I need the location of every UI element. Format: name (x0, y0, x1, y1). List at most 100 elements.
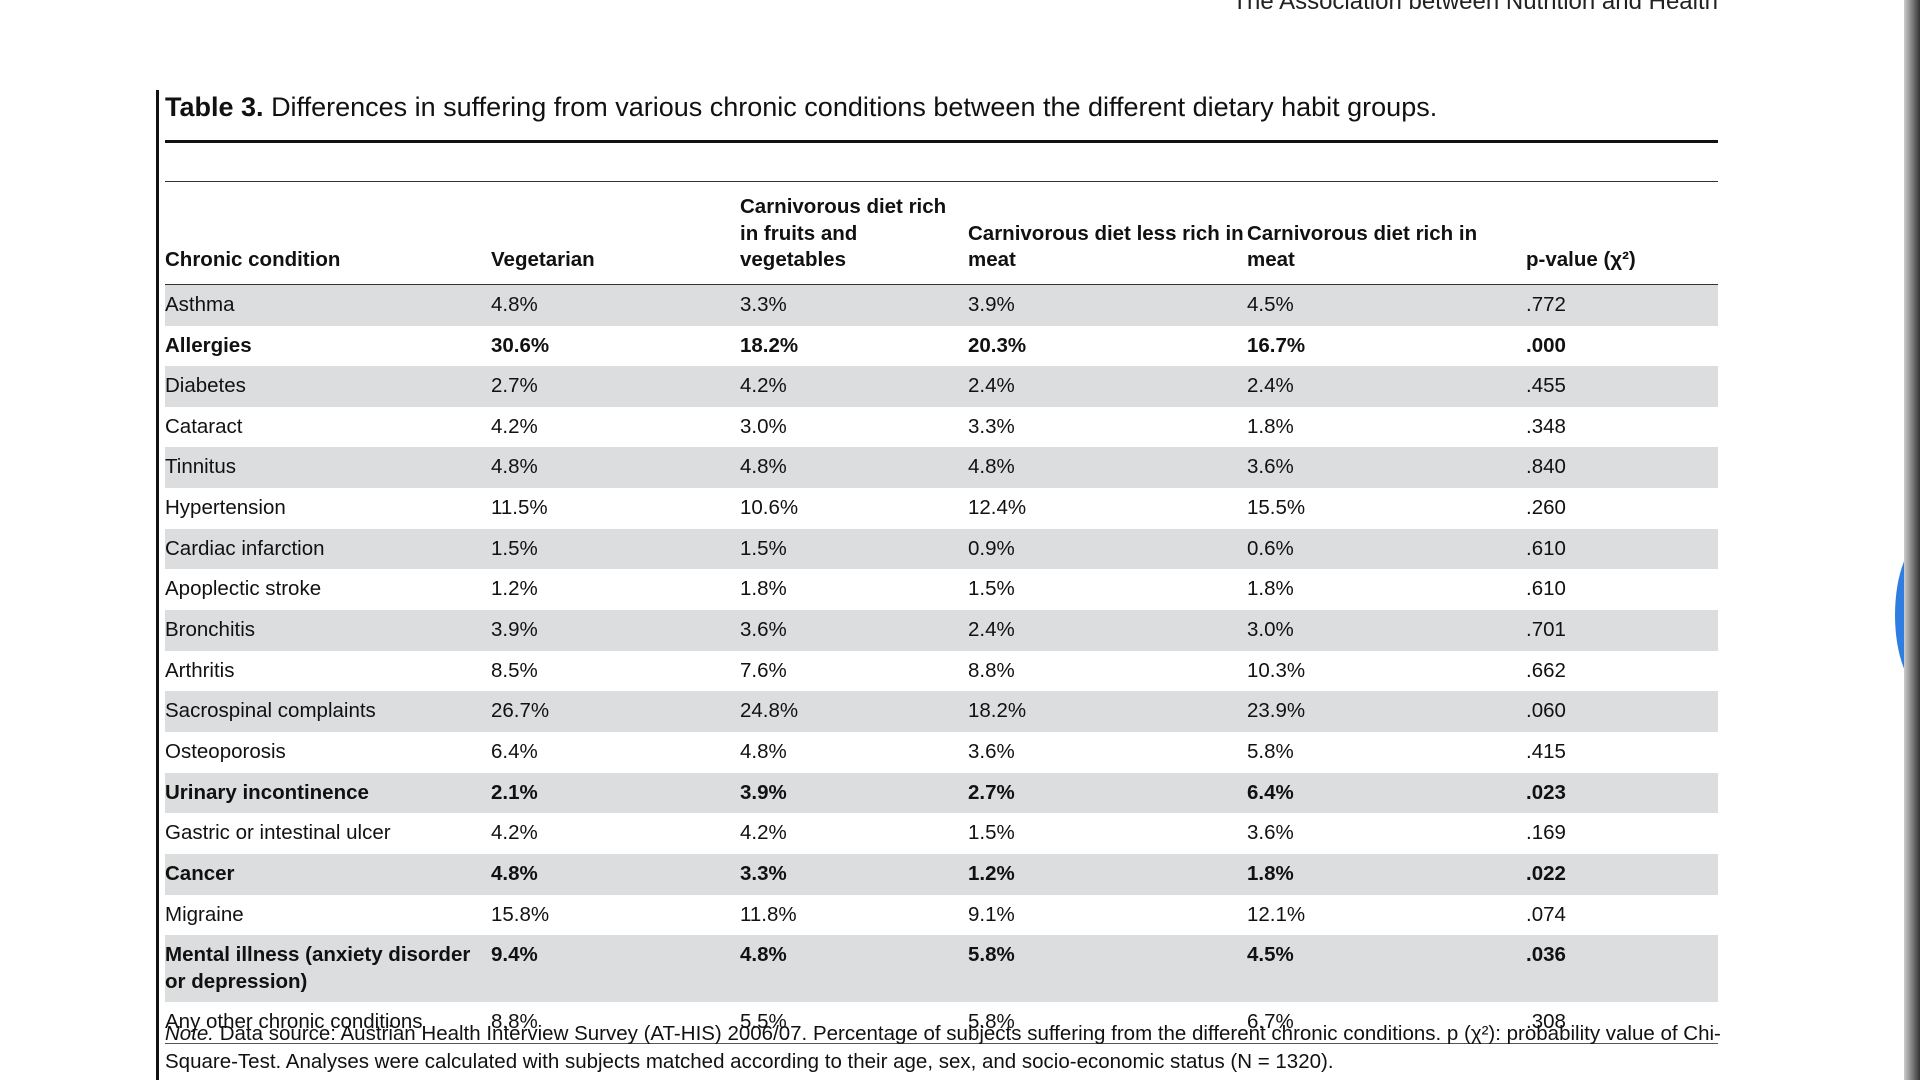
cell: 3.9% (968, 284, 1247, 326)
cell: .022 (1526, 853, 1718, 895)
table-caption: Differences in suffering from various ch… (271, 92, 1438, 122)
header-row: Chronic condition Vegetarian Carnivorous d… (165, 188, 1718, 285)
table-row: Osteoporosis 6.4% 4.8% 3.6% 5.8% .415 (165, 732, 1718, 773)
cell: 3.9% (491, 610, 740, 651)
cell: 6.7% (1247, 1002, 1526, 1045)
cell: 2.1% (491, 772, 740, 814)
row-label: Arthritis (165, 658, 235, 682)
table-row: Sacrospinal complaints 26.7% 24.8% 18.2% 23.… (165, 691, 1718, 732)
cell: .840 (1526, 447, 1718, 489)
cell: 10.6% (740, 496, 799, 520)
row-label: Gastric or intestinal ulcer (165, 821, 391, 845)
table-row: Migraine 15.8% 11.8% 9.1% 12.1% .074 (165, 895, 1718, 936)
cell: 5.5% (740, 1002, 968, 1045)
cell: 8.5% (491, 658, 538, 682)
cell: .023 (1526, 772, 1718, 814)
cell: 1.5% (491, 528, 740, 570)
table-row: Any other chronic conditions 8.8% 5.5% 5.8%… (165, 1002, 1718, 1045)
cell: 24.8% (740, 691, 968, 732)
thin-rule (165, 181, 1718, 182)
cell: 12.4% (968, 496, 1027, 520)
cell: 3.9% (740, 772, 968, 814)
cell: 3.6% (1247, 821, 1294, 845)
cell: 15.8% (491, 902, 550, 926)
cell: 30.6% (491, 333, 550, 357)
row-label: Cardiac infarction (165, 528, 491, 570)
cell: 4.8% (491, 284, 740, 326)
table-row: Arthritis 8.5% 7.6% 8.8% 10.3% .662 (165, 651, 1718, 692)
cell: .610 (1526, 528, 1718, 570)
cell: 3.0% (740, 414, 787, 438)
table-row: Diabetes 2.7% 4.2% 2.4% 2.4% .455 (165, 366, 1718, 407)
column-header: p-value (χ²) (1526, 188, 1718, 285)
cell: .036 (1526, 935, 1718, 1003)
cell: 12.1% (1247, 902, 1306, 926)
data-table: Chronic condition Vegetarian Carnivorous d… (165, 188, 1718, 1045)
column-header: Vegetarian (491, 188, 740, 285)
edge-shadow (1904, 0, 1920, 1080)
cell: .260 (1526, 496, 1566, 520)
cell: .772 (1526, 284, 1718, 326)
margin-bar (156, 90, 159, 1080)
row-label: Cataract (165, 414, 243, 438)
table-row: Gastric or intestinal ulcer 4.2% 4.2% 1.5% 3… (165, 813, 1718, 854)
table-row: Bronchitis 3.9% 3.6% 2.4% 3.0% .701 (165, 610, 1718, 651)
note-lead: Note. (165, 1022, 214, 1045)
cell: 1.5% (968, 821, 1015, 845)
cell: 2.4% (968, 366, 1247, 407)
cell: .060 (1526, 691, 1718, 732)
cell: .169 (1526, 821, 1566, 845)
row-label: Asthma (165, 284, 491, 326)
cell: 10.3% (1247, 658, 1306, 682)
table-note: Note. Data source: Austrian Health Inter… (165, 1020, 1725, 1075)
cell: 11.5% (491, 496, 548, 520)
table-label: Table 3. (165, 92, 264, 122)
cell: 4.2% (740, 366, 968, 407)
table-row: Tinnitus 4.8% 4.8% 4.8% 3.6% .840 (165, 447, 1718, 489)
column-header: Carnivorous diet less rich in meat (968, 188, 1247, 285)
cell: 5.8% (1247, 739, 1294, 763)
cell: 4.8% (491, 853, 740, 895)
cell: 5.8% (968, 935, 1247, 1003)
cell: 3.3% (740, 284, 968, 326)
cell: 1.5% (740, 528, 968, 570)
row-label: Any other chronic conditions (165, 1002, 491, 1045)
row-label: Cancer (165, 853, 491, 895)
row-label: Hypertension (165, 496, 286, 520)
column-header: Carnivorous diet rich in fruits and vege… (740, 188, 968, 285)
table-row: Cardiac infarction 1.5% 1.5% 0.9% 0.6% .610 (165, 528, 1718, 570)
cell: 9.1% (968, 902, 1015, 926)
cell: 6.4% (1247, 772, 1526, 814)
row-label: Apoplectic stroke (165, 577, 322, 601)
table-row: Cataract 4.2% 3.0% 3.3% 1.8% .348 (165, 407, 1718, 448)
row-label: Allergies (165, 333, 252, 357)
cell: 4.8% (968, 447, 1247, 489)
cell: .308 (1526, 1002, 1718, 1045)
row-label: Migraine (165, 902, 244, 926)
row-label: Bronchitis (165, 610, 491, 651)
cell: 3.6% (1247, 447, 1526, 489)
cell: 4.2% (491, 414, 538, 438)
cell: 1.8% (1247, 414, 1294, 438)
cell: 4.2% (740, 821, 787, 845)
cell: 4.8% (491, 447, 740, 489)
cell: .610 (1526, 577, 1566, 601)
cell: 23.9% (1247, 691, 1526, 732)
cell: 2.7% (491, 366, 740, 407)
cell: 11.8% (740, 902, 797, 926)
cell: 18.2% (740, 333, 799, 357)
cell: 3.3% (968, 414, 1015, 438)
cell: 4.8% (740, 447, 968, 489)
cell: 5.8% (968, 1002, 1247, 1045)
table-title: Table 3. Differences in suffering from v… (165, 92, 1718, 123)
column-header: Carnivorous diet rich in meat (1247, 188, 1526, 285)
cell: .455 (1526, 366, 1718, 407)
cell: .701 (1526, 610, 1718, 651)
table-row: Cancer 4.8% 3.3% 1.2% 1.8% .022 (165, 853, 1718, 895)
cell: 2.4% (968, 610, 1247, 651)
cell: 15.5% (1247, 496, 1306, 520)
table-row: Mental illness (anxiety disorder or depr… (165, 935, 1718, 1003)
cell: 1.8% (1247, 853, 1526, 895)
row-label: Sacrospinal complaints (165, 691, 491, 732)
